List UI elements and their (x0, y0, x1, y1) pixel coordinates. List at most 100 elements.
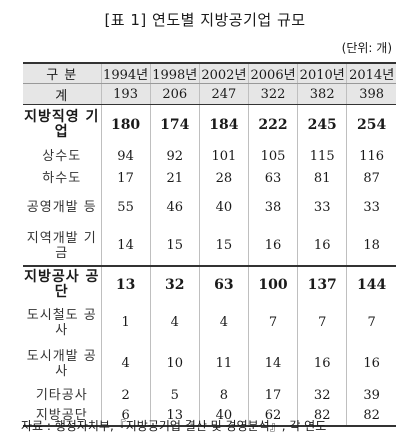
cell: 10 (149, 342, 200, 385)
cell: 100 (247, 264, 298, 303)
cell: 15 (149, 226, 200, 266)
cell: 254 (346, 104, 396, 146)
cell: 7 (247, 302, 298, 343)
source-note: 자료 : 행정자치부,『지방공기업 결산 및 경영분석』, 각 연도 (21, 419, 327, 433)
row-label: 지역개발 기금 (26, 230, 97, 261)
cell: 2 (100, 384, 151, 406)
cell: 14 (100, 226, 151, 266)
cell: 11 (198, 342, 249, 385)
cell: 322 (247, 83, 298, 105)
table-row: 지방공사 공단 13 32 63 100 137 144 (23, 264, 396, 303)
cell: 21 (149, 167, 200, 189)
cell: 14 (247, 342, 298, 385)
table-row: 공영개발 등 55 46 40 38 33 33 (23, 188, 396, 227)
cell: 17 (100, 167, 151, 189)
header-year: 2002년 (198, 62, 249, 84)
cell: 247 (198, 83, 249, 105)
row-label: 공영개발 등 (26, 200, 97, 215)
cell: 16 (297, 342, 347, 385)
cell: 15 (198, 226, 249, 266)
header-year: 2010년 (297, 62, 347, 84)
cell: 40 (198, 188, 249, 227)
table-row: 지방직영 기업 180 174 184 222 245 254 (23, 104, 396, 146)
cell: 115 (297, 145, 347, 168)
cell: 101 (198, 145, 249, 168)
cell: 82 (346, 405, 396, 427)
row-label: 상수도 (42, 149, 82, 164)
table-row: 기타공사 2 5 8 17 32 39 (23, 384, 396, 406)
cell: 222 (247, 104, 298, 146)
table-row: 도시철도 공사 1 4 4 7 7 7 (23, 302, 396, 343)
cell: 39 (346, 384, 396, 406)
cell: 63 (198, 264, 249, 303)
cell: 87 (346, 167, 396, 189)
statistics-table: 구 분 1994년 1998년 2002년 2006년 2010년 2014년 … (23, 62, 396, 427)
table-title: [표 1] 연도별 지방공기업 규모 (104, 11, 306, 29)
cell: 92 (149, 145, 200, 168)
cell: 82 (297, 405, 347, 427)
cell: 55 (100, 188, 151, 227)
cell: 137 (297, 264, 347, 303)
cell: 245 (297, 104, 347, 146)
cell: 7 (346, 302, 396, 343)
row-label: 도시철도 공사 (26, 307, 97, 338)
cell: 81 (297, 167, 347, 189)
cell: 174 (149, 104, 200, 146)
header-year: 1994년 (100, 62, 151, 84)
table-row: 도시개발 공사 4 10 11 14 16 16 (23, 342, 396, 385)
cell: 382 (297, 83, 347, 105)
cell: 38 (247, 188, 298, 227)
cell: 18 (346, 226, 396, 266)
header-year: 1998년 (149, 62, 200, 84)
cell: 62 (247, 405, 298, 427)
cell: 4 (149, 302, 200, 343)
cell: 7 (297, 302, 347, 343)
cell: 116 (346, 145, 396, 168)
cell: 32 (297, 384, 347, 406)
row-label: 지방공사 공단 (23, 264, 101, 303)
cell: 4 (198, 302, 249, 343)
cell: 144 (346, 264, 396, 303)
cell: 16 (247, 226, 298, 266)
cell: 193 (100, 83, 151, 105)
cell: 33 (346, 188, 396, 227)
row-label: 하수도 (42, 170, 82, 186)
row-label: 계 (23, 83, 101, 105)
cell: 180 (100, 104, 151, 146)
cell: 206 (149, 83, 200, 105)
cell: 8 (198, 384, 249, 406)
cell: 16 (346, 342, 396, 385)
cell: 1 (100, 302, 151, 343)
row-label: 지방직영 기업 (24, 109, 100, 141)
cell: 5 (149, 384, 200, 406)
table-row: 상수도 94 92 101 105 115 116 (23, 145, 396, 168)
table-row: 하수도 17 21 28 63 81 87 (23, 167, 396, 189)
cell: 6 (100, 405, 151, 427)
cell: 63 (247, 167, 298, 189)
cell: 184 (198, 104, 249, 146)
cell: 105 (247, 145, 298, 168)
cell: 17 (247, 384, 298, 406)
cell: 32 (149, 264, 200, 303)
header-category: 구 분 (23, 62, 101, 84)
unit-label: (단위: 개) (341, 41, 392, 55)
cell: 16 (297, 226, 347, 266)
cell: 28 (198, 167, 249, 189)
cell: 13 (149, 405, 200, 427)
row-label: 지방공단 (23, 405, 101, 427)
cell: 94 (100, 145, 151, 168)
total-row: 계 193 206 247 322 382 398 (23, 83, 396, 105)
row-label: 기타공사 (35, 387, 88, 403)
cell: 4 (100, 342, 151, 385)
row-label: 도시개발 공사 (26, 348, 97, 379)
cell: 13 (100, 264, 151, 303)
cell: 33 (297, 188, 347, 227)
table-row: 지역개발 기금 14 15 15 16 16 18 (23, 226, 396, 266)
cell: 46 (149, 188, 200, 227)
header-year: 2006년 (247, 62, 298, 84)
cell: 40 (198, 405, 249, 427)
header-row: 구 분 1994년 1998년 2002년 2006년 2010년 2014년 (23, 62, 396, 84)
header-year: 2014년 (346, 62, 396, 84)
cell: 398 (346, 83, 396, 105)
table-row: 지방공단 6 13 40 62 82 82 (23, 405, 396, 427)
